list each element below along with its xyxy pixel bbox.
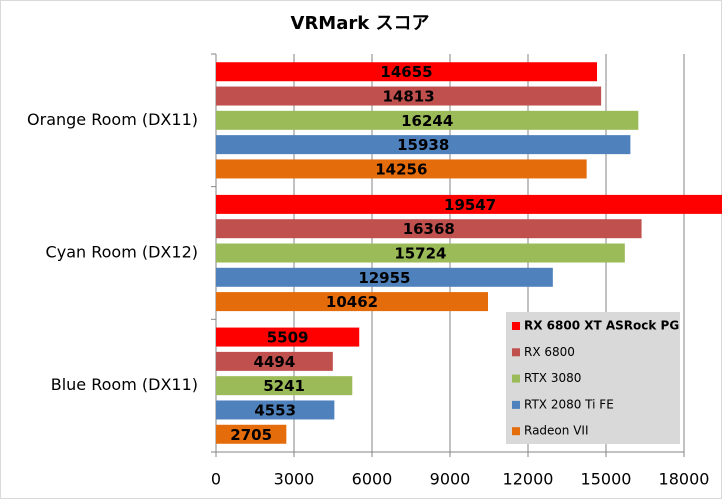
bar [216,376,353,396]
value-label: 10462 [326,293,378,311]
legend-label: RTX 3080 [524,371,581,385]
value-label: 19547 [444,196,496,214]
bar [216,292,489,312]
legend-swatch [512,348,520,357]
value-label: 5509 [267,329,309,347]
value-label: 12955 [358,269,410,287]
x-tick-label: 0 [211,470,221,489]
bar [216,424,287,444]
x-tick-label: 3000 [274,470,315,489]
x-tick-label: 9000 [430,470,471,489]
value-label: 14813 [382,88,434,106]
value-label: 15938 [397,136,449,154]
value-label: 4553 [254,401,296,419]
x-tick-label: 18000 [659,470,710,489]
bar [216,400,335,420]
legend-box [506,312,680,444]
bar [216,110,639,130]
bar [216,243,625,263]
legend-label: RX 6800 XT ASRock PG [524,319,679,333]
legend-label: Radeon VII [524,424,588,438]
value-label: 2705 [230,426,272,444]
value-label: 16244 [401,112,453,130]
value-label: 15724 [394,245,446,263]
bar [216,135,631,155]
legend-swatch [512,374,520,383]
legend-swatch [512,400,520,409]
x-tick-label: 15000 [581,470,632,489]
y-tick-label: Cyan Room (DX12) [46,243,198,262]
legend-label: RTX 2080 Ti FE [524,397,614,411]
value-label: 14655 [380,63,432,81]
legend-swatch [512,427,520,436]
bar [216,219,642,239]
value-label: 16368 [403,220,455,238]
x-tick-label: 12000 [503,470,554,489]
value-label: 5241 [263,377,305,395]
legend-swatch [512,322,520,330]
x-tick-label: 6000 [352,470,393,489]
bar [216,86,602,106]
bar [216,327,360,347]
y-tick-label: Orange Room (DX11) [27,110,198,129]
bar [216,351,333,371]
bar [216,62,598,82]
bar [216,194,722,214]
bar [216,267,553,287]
legend-label: RX 6800 [524,345,575,359]
chart-title: VRMark スコア [291,13,430,34]
y-tick-label: Blue Room (DX11) [51,375,198,394]
bar [216,159,587,179]
value-label: 14256 [375,160,427,178]
value-label: 4494 [254,353,296,371]
